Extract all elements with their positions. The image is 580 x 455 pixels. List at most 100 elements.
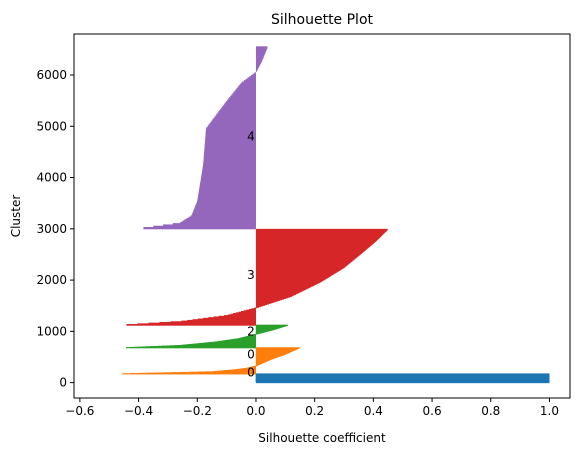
silhouette-bar xyxy=(205,133,256,136)
silhouette-bar xyxy=(202,168,256,171)
silhouette-bar xyxy=(206,126,256,130)
silhouette-bar xyxy=(200,180,256,183)
silhouette-bar xyxy=(255,51,266,54)
silhouette-bar xyxy=(205,139,256,143)
silhouette-bar xyxy=(153,225,256,229)
silhouette-bar xyxy=(250,74,256,78)
silhouette-bar xyxy=(205,138,256,141)
silhouette-bar xyxy=(221,107,256,110)
silhouette-bar xyxy=(195,203,256,206)
y-tick-label: 1000 xyxy=(36,324,67,338)
x-tick-label: 0.8 xyxy=(481,404,500,418)
silhouette-bar xyxy=(199,184,256,187)
silhouette-bar xyxy=(229,97,256,100)
silhouette-bar xyxy=(255,64,260,67)
silhouette-bar xyxy=(232,93,256,96)
silhouette-bar xyxy=(205,136,256,139)
silhouette-bar xyxy=(212,119,256,122)
silhouette-bar xyxy=(204,147,256,151)
x-tick-label: −0.4 xyxy=(124,404,153,418)
x-tick-label: −0.2 xyxy=(183,404,212,418)
silhouette-bar xyxy=(255,69,257,73)
silhouette-bar xyxy=(255,68,258,71)
silhouette-bar xyxy=(186,217,256,221)
silhouette-bar xyxy=(227,99,256,102)
cluster-band xyxy=(143,46,268,230)
cluster-label: 2 xyxy=(247,324,255,338)
silhouette-bar xyxy=(204,146,256,149)
silhouette-bar xyxy=(238,85,256,88)
silhouette-bar xyxy=(239,84,256,87)
silhouette-bar xyxy=(198,193,256,196)
silhouette-bar xyxy=(255,50,266,53)
silhouette-bar xyxy=(201,175,256,178)
silhouette-bar xyxy=(255,47,267,50)
silhouette-bar xyxy=(200,178,256,182)
silhouette-bar xyxy=(255,228,388,231)
silhouette-bar xyxy=(245,78,256,82)
silhouette-bar xyxy=(214,116,256,119)
silhouette-bar xyxy=(203,155,256,158)
silhouette-bar xyxy=(255,333,256,336)
silhouette-bar xyxy=(228,98,256,101)
silhouette-bar xyxy=(197,201,256,204)
silhouette-bar xyxy=(225,102,256,105)
silhouette-bar xyxy=(192,212,256,216)
silhouette-bar xyxy=(201,172,256,175)
silhouette-bar xyxy=(203,163,256,166)
x-tick-label: 0.0 xyxy=(246,404,265,418)
silhouette-bar xyxy=(203,160,256,164)
silhouette-bar xyxy=(255,55,264,58)
silhouette-bar xyxy=(210,121,256,125)
silhouette-bar xyxy=(255,61,261,65)
silhouette-bar xyxy=(205,129,256,132)
silhouette-bar xyxy=(200,181,256,184)
silhouette-bar xyxy=(203,162,256,165)
cluster-band xyxy=(125,324,288,349)
cluster-band xyxy=(122,347,300,375)
silhouette-bar xyxy=(255,58,263,61)
x-tick-label: 1.0 xyxy=(540,404,559,418)
silhouette-bar xyxy=(207,125,256,128)
silhouette-bar xyxy=(195,204,256,208)
silhouette-bar xyxy=(255,67,259,70)
silhouette-bar xyxy=(255,324,288,326)
silhouette-bar xyxy=(204,150,256,153)
y-tick-label: 0 xyxy=(59,376,67,390)
silhouette-bar xyxy=(249,76,256,79)
silhouette-bar xyxy=(223,104,256,108)
silhouette-bar xyxy=(247,77,256,80)
silhouette-bar xyxy=(211,120,256,123)
silhouette-bar xyxy=(194,206,256,209)
x-tick-label: 0.2 xyxy=(305,404,324,418)
cluster-label: 4 xyxy=(247,130,255,144)
silhouette-bar xyxy=(199,185,256,188)
silhouette-bar xyxy=(255,46,268,49)
silhouette-bar xyxy=(197,198,256,201)
silhouette-bar xyxy=(251,308,256,310)
chart-title: Silhouette Plot xyxy=(271,12,374,28)
silhouette-bar xyxy=(220,108,256,112)
silhouette-bar xyxy=(204,151,256,154)
silhouette-bar xyxy=(230,95,256,99)
silhouette-bar xyxy=(254,365,256,367)
silhouette-bar xyxy=(202,167,256,170)
silhouette-bar xyxy=(201,176,256,179)
silhouette-bar xyxy=(254,72,256,75)
silhouette-bar xyxy=(184,219,256,222)
silhouette-bar xyxy=(242,81,256,84)
silhouette-bar xyxy=(209,123,256,126)
cluster-label: 0 xyxy=(247,365,255,379)
silhouette-bar xyxy=(204,145,256,148)
silhouette-bar xyxy=(224,103,256,106)
silhouette-bar xyxy=(205,134,256,138)
silhouette-bar xyxy=(199,188,256,191)
silhouette-bar xyxy=(204,142,256,145)
silhouette-bar xyxy=(206,128,256,131)
silhouette-bar xyxy=(203,154,256,157)
silhouette-bar xyxy=(202,169,256,173)
silhouette-bar xyxy=(255,52,265,56)
silhouette-bar xyxy=(188,216,256,219)
silhouette-bar xyxy=(226,100,256,104)
silhouette-bar xyxy=(208,124,256,127)
